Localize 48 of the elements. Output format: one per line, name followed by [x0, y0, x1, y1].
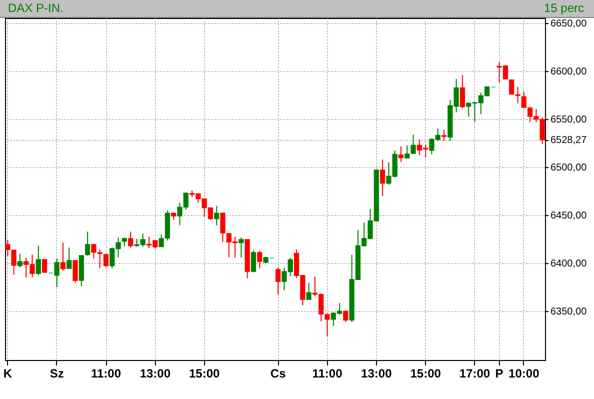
x-tick-label: 15:00 — [188, 366, 220, 380]
candlestick — [238, 236, 244, 258]
candlestick — [103, 253, 109, 268]
candlestick — [60, 242, 66, 272]
y-tick-label: 6650,00 — [550, 18, 588, 30]
y-tick-label: 6528,27 — [550, 135, 588, 146]
x-tick-label: 13:00 — [140, 366, 171, 380]
x-tick-label: 11:00 — [90, 366, 122, 380]
x-tick-label: Cs — [270, 366, 286, 380]
candlestick — [380, 159, 386, 197]
x-tick-label: 15:00 — [410, 366, 442, 380]
candlestick — [398, 146, 404, 162]
x-tick-label: K — [3, 366, 12, 380]
y-tick-label: 6550,00 — [550, 114, 588, 126]
y-tick-label: 6400,00 — [550, 258, 588, 270]
candlestick — [276, 267, 281, 295]
candlestick — [122, 237, 127, 248]
candlestick — [11, 249, 16, 276]
text: 15 perc — [544, 1, 584, 15]
x-tick-label: 10:00 — [508, 366, 540, 380]
candlestick — [5, 239, 10, 258]
candlestick — [36, 245, 41, 276]
candlestick — [128, 231, 134, 248]
candlestick — [72, 260, 78, 284]
candlestick — [257, 250, 262, 269]
candlestick — [85, 231, 90, 256]
candlestick — [42, 259, 48, 273]
y-tick-label: 6500,00 — [550, 162, 588, 174]
x-tick-label: 13:00 — [361, 366, 392, 380]
candlestick — [306, 282, 312, 300]
candlestick — [343, 310, 348, 322]
y-tick-label: 6600,00 — [550, 66, 588, 78]
candlestick — [214, 205, 220, 226]
y-tick-label: 6450,00 — [550, 210, 588, 222]
candlestick — [441, 129, 447, 142]
chart-title: DAX P-IN. — [8, 1, 64, 15]
candlestick — [250, 250, 256, 273]
x-tick-label: 11:00 — [312, 366, 343, 380]
y-tick-label: 6350,00 — [550, 306, 588, 318]
candlestick — [54, 258, 60, 288]
candlestick — [17, 253, 23, 268]
candlestick — [515, 86, 520, 104]
x-tick-label: Sz — [50, 366, 64, 380]
x-tick-label: P — [495, 366, 504, 380]
candlestick — [66, 247, 72, 269]
candlestick — [460, 74, 465, 109]
x-tick-label: 17:00 — [459, 366, 490, 380]
candlestick — [509, 78, 514, 95]
